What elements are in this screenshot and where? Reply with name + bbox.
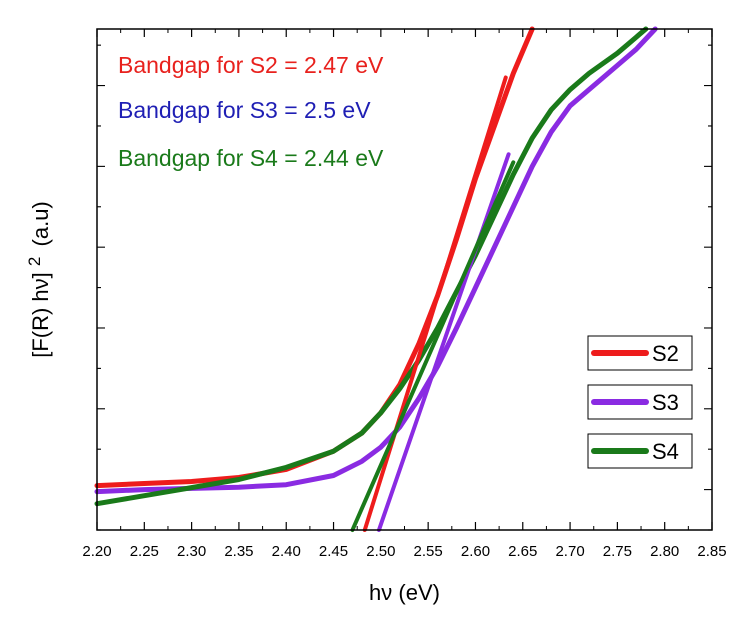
legend-item-s3: S3 xyxy=(587,384,693,420)
tangent-line-s4 xyxy=(350,160,516,532)
x-tick-label: 2.45 xyxy=(319,543,348,560)
legend: S2 S3 S4 xyxy=(587,335,693,469)
series-line-s4 xyxy=(94,26,649,507)
annotation-s3-bandgap: Bandgap for S3 = 2.5 eV xyxy=(118,97,371,123)
tangent-layer xyxy=(350,75,516,532)
x-tick-label: 2.60 xyxy=(461,543,490,560)
y-axis-label: [F(R) hν] 2 (a.u) xyxy=(20,201,53,358)
x-tick-label: 2.85 xyxy=(697,543,726,560)
x-tick-label: 2.75 xyxy=(603,543,632,560)
x-tick-label: 2.65 xyxy=(508,543,537,560)
annotation-s2-bandgap: Bandgap for S2 = 2.47 eV xyxy=(118,52,384,78)
series-layer xyxy=(94,26,658,507)
plot-frame xyxy=(96,28,713,531)
legend-label-s2: S2 xyxy=(652,341,679,366)
legend-item-s2: S2 xyxy=(587,335,693,371)
x-tick-label: 2.25 xyxy=(130,543,159,560)
x-tick-label: 2.40 xyxy=(272,543,301,560)
series-line-s3 xyxy=(94,26,658,495)
x-tick-label: 2.70 xyxy=(555,543,584,560)
tangent-line-s3 xyxy=(376,152,511,532)
x-tick-label: 2.30 xyxy=(177,543,206,560)
x-tick-label: 2.80 xyxy=(650,543,679,560)
x-tick-labels: 2.20 2.25 2.30 2.35 2.40 2.45 2.50 2.55 2.60 2.65… xyxy=(82,543,726,560)
x-tick-label: 2.35 xyxy=(224,543,253,560)
x-tick-label: 2.55 xyxy=(414,543,443,560)
x-tick-label: 2.50 xyxy=(366,543,395,560)
annotation-s4-bandgap: Bandgap for S4 = 2.44 eV xyxy=(118,145,384,171)
legend-item-s4: S4 xyxy=(587,433,693,469)
legend-label-s3: S3 xyxy=(652,390,679,415)
x-tick-label: 2.20 xyxy=(82,543,111,560)
y-axis-label-unit: (a.u) xyxy=(28,201,53,246)
y-axis-label-superscript: 2 xyxy=(25,257,44,266)
y-axis-label-main: [F(R) hν] xyxy=(28,272,53,358)
tangent-line-s2 xyxy=(362,75,508,532)
legend-label-s4: S4 xyxy=(652,439,679,464)
x-axis-label: hν (eV) xyxy=(369,580,440,605)
